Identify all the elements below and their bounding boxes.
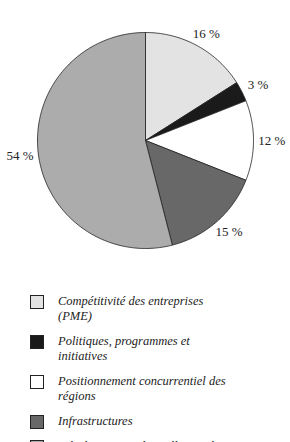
svg-text:12 %: 12 %: [258, 133, 285, 148]
svg-text:16 %: 16 %: [193, 26, 220, 41]
html-text:Positionnement concurrentiel d: Positionnement concurrentiel des régions: [58, 374, 226, 403]
svg-text:54 %: 54 %: [7, 148, 34, 163]
svg-text:15 %: 15 %: [216, 224, 243, 239]
html-text:Compétitivité des entreprises: Compétitivité des entreprises (PME): [58, 294, 204, 323]
html-text:Infrastructures: Infrastructures: [58, 414, 133, 428]
svg-text:3 %: 3 %: [248, 77, 269, 92]
html-text:Politiques, programmes et init: Politiques, programmes et initiatives: [58, 334, 190, 363]
